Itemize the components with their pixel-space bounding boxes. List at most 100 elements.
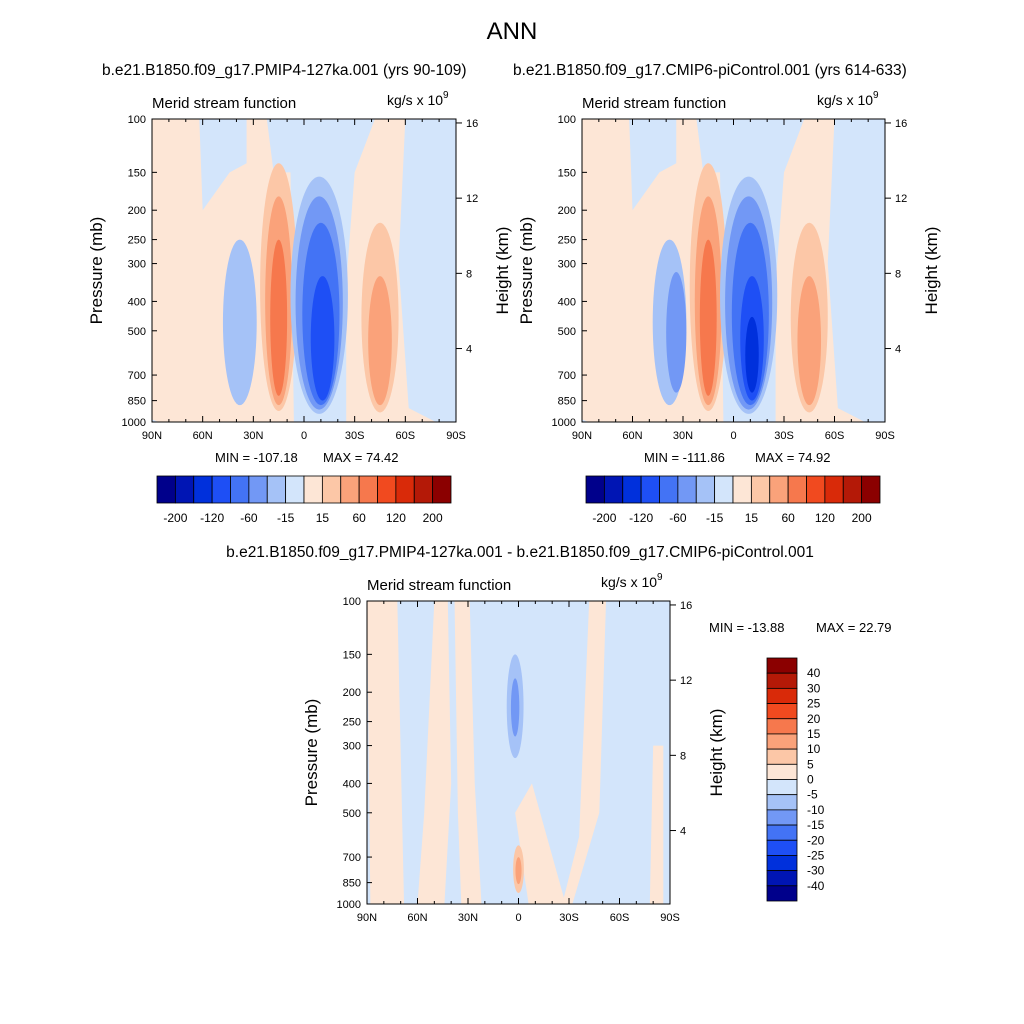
panel-2-xtick-label: 90S [875, 430, 895, 442]
diff-panel-peach-2 [417, 601, 452, 904]
diff-panel-peach-6 [649, 745, 664, 904]
panel-2-htick-label: 8 [895, 268, 901, 280]
diff-panel-htick-label: 8 [680, 750, 686, 762]
panel-1-colorbar-box [193, 475, 213, 504]
diff-panel-colorbar-box [766, 839, 798, 856]
diff-panel-colorbar-box [766, 824, 798, 841]
panel-1-ptick-label: 200 [128, 205, 146, 217]
figure-title: ANN [486, 18, 538, 45]
panel-1-axes: 100 150 200 250 300 400 500 700 850 1000 16 12 8 4 90N… [87, 114, 512, 442]
panel-2-ferrel-n-2 [666, 272, 687, 393]
panel-1-units: kg/s x 109 [387, 90, 449, 108]
panel-1-htick-label: 4 [466, 344, 472, 356]
diff-panel-units: kg/s x 109 [601, 572, 663, 590]
panel-1-ferrel-s-2 [368, 276, 392, 406]
diff-panel-colorbar-label: 15 [807, 727, 821, 741]
panel-1-colorbar-label: -200 [163, 511, 187, 525]
panel-1-colorbar-box [285, 475, 305, 504]
diff-panel-colorbar-box [766, 779, 798, 796]
panel-1-htick-label: 8 [466, 268, 472, 280]
panel-2-ptick-label: 150 [558, 167, 576, 179]
panel-1-ptick-label: 500 [128, 326, 146, 338]
panel-1-colorbar: -200 -120 -60 -15 15 60 120 200 [156, 475, 452, 525]
diff-panel-xtick-label: 90N [357, 912, 377, 924]
diff-panel-ptick-label: 400 [343, 778, 361, 790]
diff-panel-ylabel: Pressure (mb) [302, 699, 321, 807]
panel-2-hadley-n-3 [699, 239, 717, 396]
diff-panel-colorbar-box [766, 672, 798, 689]
panel-2-xtick-label: 60N [622, 430, 642, 442]
panel-2-colorbar-box [714, 475, 734, 504]
diff-panel-colorbar-box [766, 794, 798, 811]
panel-1-xtick-label: 90N [142, 430, 162, 442]
panel-1-colorbar-label: -120 [200, 511, 224, 525]
diff-panel-axes: 100 150 200 250 300 400 500 700 850 1000 16 12 8 4 90N… [302, 596, 726, 924]
panel-1-colorbar-box [395, 475, 415, 504]
diff-panel-colorbar-label: 30 [807, 681, 821, 695]
diff-panel-xtick-label: 60S [610, 912, 630, 924]
panel-2-colorbar-box [585, 475, 605, 504]
panel-1-colorbar-label: 120 [386, 511, 406, 525]
panel-2-ptick-label: 850 [558, 396, 576, 408]
panel-1-shading [152, 119, 456, 422]
panel-1-ptick-label: 300 [128, 259, 146, 271]
panel-1-xtick-label: 90S [446, 430, 466, 442]
panel-2-colorbar-label: 200 [852, 511, 872, 525]
panel-2-htick-label: 4 [895, 344, 901, 356]
panel-2-ferrel-s-2 [797, 276, 822, 406]
panel-2-units: kg/s x 109 [817, 90, 879, 108]
diff-panel-ylabel-right: Height (km) [707, 709, 726, 797]
diff-panel-xtick-label: 0 [515, 912, 521, 924]
diff-panel-colorbar-label: -25 [807, 848, 825, 862]
diff-panel-colorbar-box [766, 809, 798, 826]
panel-1-min: MIN = -107.18 [215, 450, 298, 465]
panel-2-ptick-label: 1000 [552, 417, 576, 429]
diff-panel-ptick-label: 700 [343, 852, 361, 864]
panel-2-ptick-label: 200 [558, 205, 576, 217]
diff-panel-colorbar-label: -15 [807, 818, 825, 832]
panel-1-colorbar-box [321, 475, 342, 504]
panel-1-field [151, 118, 457, 423]
diff-panel-ptick-label: 200 [343, 687, 361, 699]
diff-panel-peach-5 [562, 601, 607, 904]
panel-2-field [581, 118, 886, 423]
panel-1-xtick-label: 60N [193, 430, 213, 442]
panel-2-xtick-label: 0 [730, 430, 736, 442]
panel-1-max: MAX = 74.42 [323, 450, 399, 465]
diff-panel-xtick-label: 90S [660, 912, 680, 924]
diff-panel-colorbar-box [766, 733, 798, 750]
panel-1-colorbar-label: 60 [352, 511, 366, 525]
diff-panel-colorbar-label: 5 [807, 757, 814, 771]
panel-1-xtick-label: 30S [345, 430, 365, 442]
panel-2-htick-label: 12 [895, 193, 907, 205]
panel-1-colorbar-box [358, 475, 378, 504]
panel-2-ylabel: Pressure (mb) [517, 217, 536, 325]
diff-panel-colorbar-box [766, 885, 798, 902]
panel-1-ylabel-right: Height (km) [493, 227, 512, 315]
panel-2-colorbar-box [732, 475, 752, 504]
panel-1-title: b.e21.B1850.f09_g17.PMIP4-127ka.001 (yrs… [102, 62, 467, 79]
panel-1-htick-label: 12 [466, 193, 478, 205]
panel-1-colorbar-box [413, 475, 434, 504]
panel-2-subtitle: Merid stream function [582, 95, 727, 112]
diff-panel-ptick-label: 500 [343, 808, 361, 820]
panel-2-colorbar-box [769, 475, 789, 504]
panel-2-colorbar-box [842, 475, 863, 504]
diff-panel-pos-2 [515, 857, 522, 885]
diff-panel-colorbar-box [766, 763, 798, 780]
diff-panel-shading [367, 601, 670, 904]
diff-panel-ptick-label: 250 [343, 717, 361, 729]
diff-panel-colorbar-box [766, 855, 798, 872]
diff-panel-max: MAX = 22.79 [816, 620, 892, 635]
panel-1-colorbar-label: -60 [240, 511, 258, 525]
panel-1-colorbar-label: 200 [423, 511, 443, 525]
diff-panel-htick-label: 12 [680, 675, 692, 687]
panel-1-xtick-label: 30N [243, 430, 263, 442]
panel-1-colorbar-label: -15 [277, 511, 295, 525]
diff-panel-colorbar-label: -30 [807, 864, 825, 878]
panel-2-htick-label: 16 [895, 118, 907, 130]
diff-panel-colorbar-box [766, 687, 798, 704]
panel-1-ptick-label: 850 [128, 396, 146, 408]
panel-2-ptick-label: 300 [558, 259, 576, 271]
